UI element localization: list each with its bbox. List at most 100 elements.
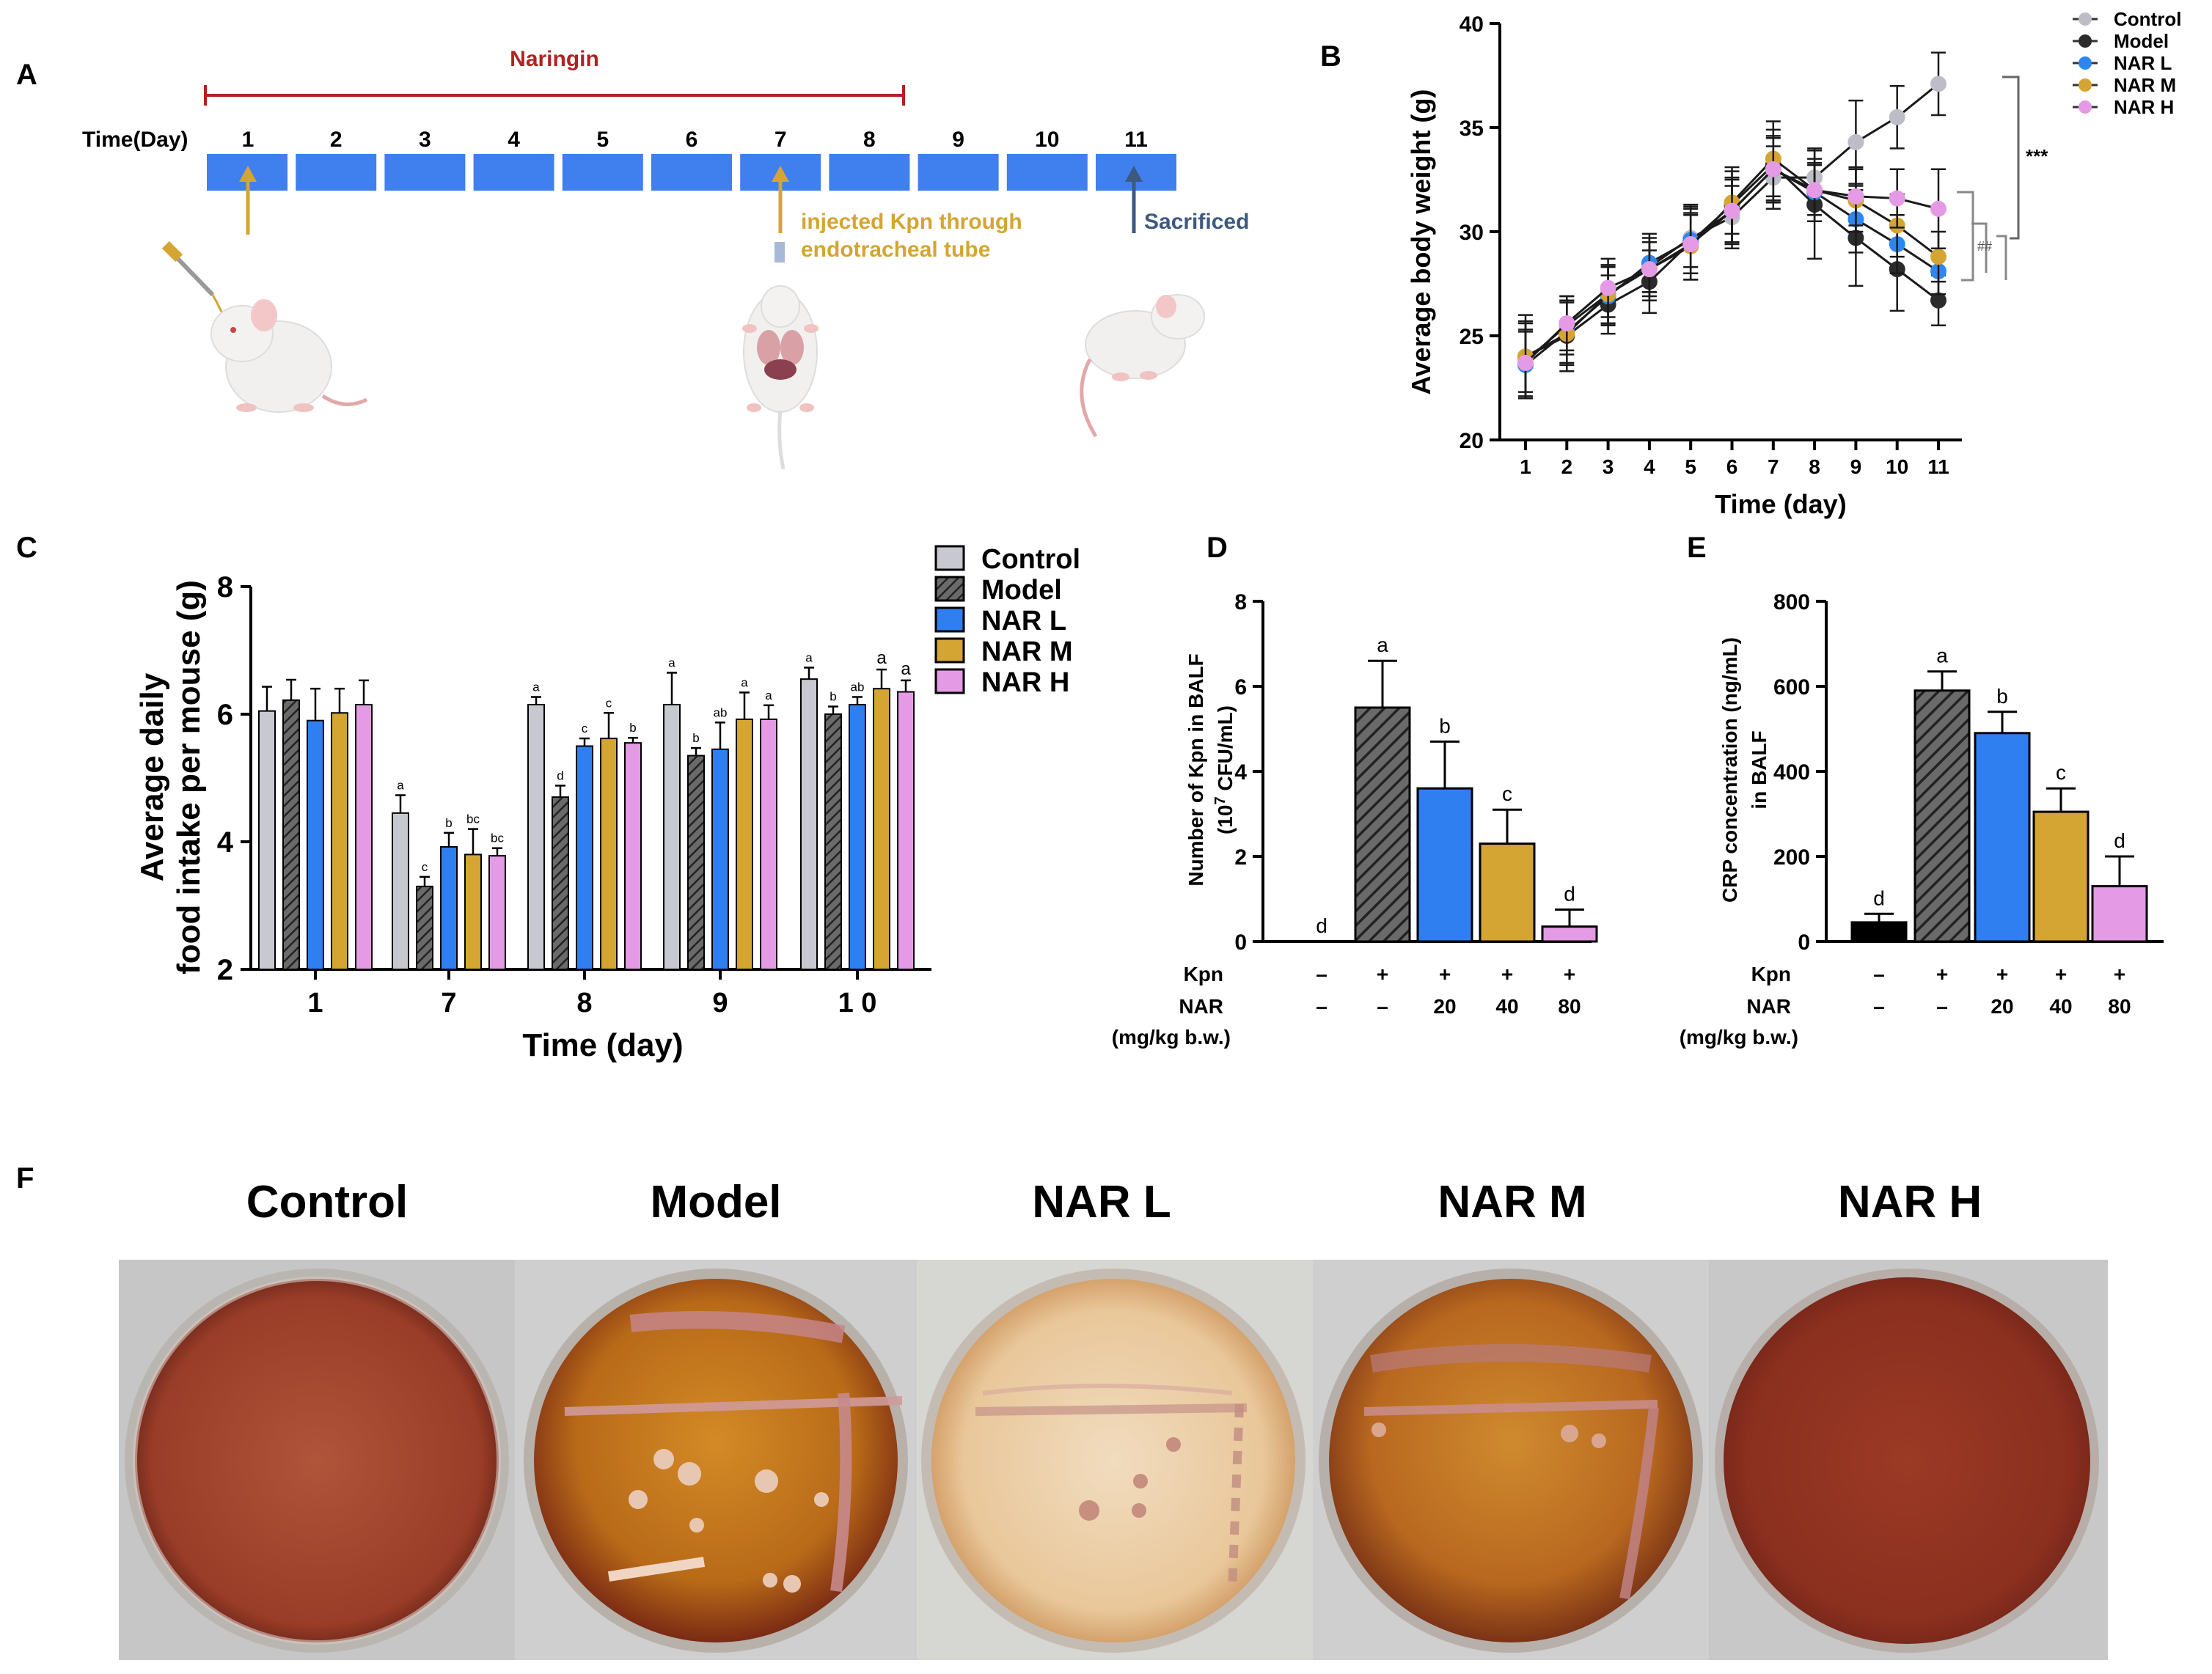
d-kpn-value: +	[1377, 963, 1388, 985]
b-ytick-label-30: 30	[1460, 221, 1484, 245]
c-bar-nar-h-day-9	[760, 718, 777, 971]
e-ylabel-line2: in BALF	[1748, 730, 1770, 809]
c-bar-nar-l-day-8	[576, 745, 593, 970]
d-sig-letter: b	[1439, 714, 1451, 737]
c-sig-letter: c	[582, 722, 588, 735]
c-bar-nar-m-day-10	[873, 688, 890, 970]
d-ylabel-line2: (107 CFU/mL)	[1212, 705, 1237, 834]
c-bar-nar-m-day-7	[464, 853, 482, 971]
c-bar-nar-h-day-10	[897, 691, 915, 970]
b-point	[1559, 315, 1575, 331]
c-bar-nar-l-day-1	[307, 719, 324, 970]
c-legend-label-0: Control	[981, 544, 1080, 575]
c-ylabel-line1: Average daily	[134, 672, 170, 881]
arrow-day1-head	[239, 166, 257, 182]
c-bar-control-day-1	[258, 710, 276, 971]
day-labels: 1 2 3 4 5 6 7 8 9 10 11	[242, 128, 1148, 152]
panel-letter-b: B	[1320, 40, 1341, 73]
c-sig-letter: b	[692, 731, 699, 745]
b-significance-brackets: *** ##	[1957, 76, 2048, 282]
e-ytick-label-400: 400	[1773, 760, 1810, 785]
e-nar-value: –	[1873, 995, 1885, 1018]
plate-label-nar-h: NAR H	[1838, 1177, 1982, 1227]
c-sig-letter: ab	[714, 705, 728, 719]
c-sig-letter: a	[805, 650, 813, 664]
c-legend-swatch-0	[934, 545, 965, 571]
d-bar-model	[1354, 706, 1411, 943]
d-ytick-label-2: 2	[1234, 845, 1247, 870]
c-sig-letter: a	[876, 648, 887, 668]
mouse-sacrificed-illustration	[1080, 294, 1205, 438]
day-label-8: 8	[863, 128, 876, 152]
b-point	[1930, 76, 1947, 92]
arrow-day7-head	[772, 166, 789, 182]
d-bar-nar-h	[1541, 925, 1598, 943]
e-nar-label: NAR	[1746, 995, 1791, 1018]
panel-letter-f: F	[16, 1162, 34, 1194]
c-legend-swatch-3	[934, 637, 965, 664]
c-xtick-label-2: 8	[576, 988, 592, 1018]
day-label-2: 2	[330, 128, 343, 152]
plate-model	[524, 1269, 908, 1653]
d-sig-letter: c	[1502, 782, 1512, 805]
c-sig-letter: b	[629, 721, 636, 735]
c-sig-letter: b	[445, 816, 452, 830]
d-ylabel-line1: Number of Kpn in BALF	[1184, 653, 1207, 886]
c-ylabel-line2: food intake per mouse (g)	[171, 580, 207, 974]
c-legend-label-3: NAR M	[981, 636, 1073, 667]
b-legend-marker-2	[2079, 56, 2092, 70]
plate-label-model: Model	[650, 1177, 781, 1227]
b-legend-label-0: Control	[2114, 8, 2181, 30]
plate-label-control: Control	[246, 1177, 408, 1227]
d-sig-letter: d	[1316, 914, 1327, 937]
e-bar-nar-m	[2032, 810, 2090, 943]
panel-e-crp-chart: CRP concentration (ng/mL) in BALF 0 200 40…	[1680, 590, 2164, 1049]
panel-letter-c: C	[16, 532, 37, 564]
b-ytick-label-40: 40	[1460, 12, 1484, 37]
c-bar-nar-m-day-8	[600, 738, 618, 970]
c-sig-letter: a	[765, 689, 772, 702]
e-treatment-rows: – – + – +20 +40 +80 Kpn NAR (mg/kg b.w.)	[1680, 963, 2131, 1049]
e-sig-letter: c	[2056, 761, 2066, 784]
d-ytick-label-0: 0	[1234, 930, 1247, 955]
e-nar-value: 80	[2108, 995, 2131, 1018]
day-label-1: 1	[242, 128, 254, 152]
c-bar-control-day-9	[663, 703, 681, 970]
c-bar-control-day-7	[392, 812, 409, 970]
c-bar-model-day-9	[687, 755, 705, 971]
day-label-10: 10	[1035, 128, 1059, 152]
c-ytick-label-6: 6	[217, 699, 233, 731]
d-kpn-value: +	[1501, 963, 1513, 985]
e-bar-nar-l	[1974, 732, 2031, 943]
b-sig-hash: ##	[1977, 239, 1992, 254]
injection-label-2: endotracheal tube	[801, 238, 990, 262]
b-xlabel: Time (day)	[1715, 489, 1846, 519]
panel-d-kpn-count-chart: Number of Kpn in BALF (107 CFU/mL) 0 2 4 6 8…	[1112, 590, 1598, 1049]
c-xtick-label-0: 1	[307, 988, 323, 1018]
b-series-nar-h	[1517, 136, 1947, 397]
day-boxes	[207, 154, 1176, 191]
e-bar-control	[1850, 921, 1908, 943]
e-sig-letter: a	[1936, 645, 1948, 667]
b-xtick-label-2: 2	[1561, 455, 1573, 478]
c-bar-nar-m-day-1	[331, 712, 348, 970]
plate-control	[125, 1269, 509, 1653]
panel-letter-a: A	[16, 59, 37, 91]
c-xlabel: Time (day)	[522, 1027, 683, 1063]
c-bar-model-day-10	[824, 713, 842, 970]
day-label-9: 9	[952, 128, 964, 152]
e-sig-letter: d	[2114, 829, 2125, 852]
day-box-8	[829, 154, 910, 191]
plate-nar-h	[1715, 1269, 2099, 1653]
panel-a-timeline: Naringin Time(Day) 1 2 3 4 5 6 7 8 9 10 11 injecte…	[82, 47, 1249, 470]
b-legend-label-4: NAR H	[2114, 96, 2174, 118]
day-box-2	[296, 154, 377, 191]
c-ytick-label-2: 2	[217, 954, 233, 986]
d-kpn-value: –	[1316, 963, 1327, 985]
d-nar-value: –	[1377, 995, 1388, 1018]
c-bar-model-day-7	[416, 885, 433, 971]
c-bar-nar-l-day-10	[849, 703, 866, 970]
b-legend-label-1: Model	[2114, 30, 2169, 52]
